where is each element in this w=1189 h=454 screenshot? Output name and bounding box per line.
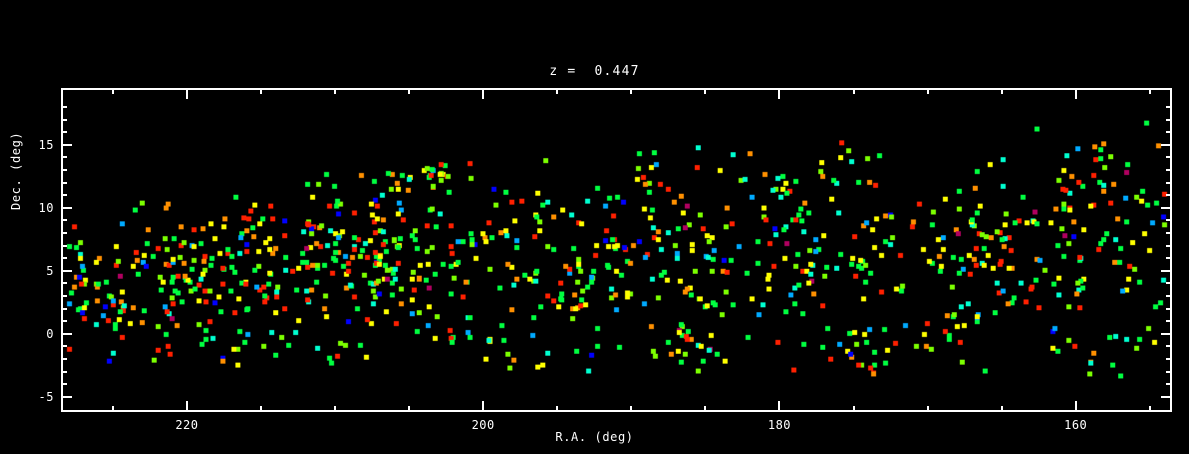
x-tick-minor bbox=[111, 406, 114, 412]
x-tick-minor-top bbox=[704, 88, 707, 94]
y-tick-minor bbox=[61, 282, 67, 285]
y-tick-minor bbox=[61, 295, 67, 297]
y-tick-label: 10 bbox=[38, 200, 54, 215]
y-tick-minor bbox=[61, 257, 67, 260]
y-tick-minor bbox=[61, 244, 67, 247]
y-tick-minor-right bbox=[1166, 370, 1172, 373]
x-tick-major-top bbox=[482, 88, 485, 99]
y-axis-label: Dec. (deg) bbox=[9, 131, 23, 210]
x-tick-major-top bbox=[1074, 88, 1077, 99]
y-tick-minor bbox=[61, 358, 67, 361]
y-tick-major bbox=[61, 269, 72, 272]
y-tick-minor bbox=[61, 231, 67, 234]
x-tick-major bbox=[185, 401, 188, 412]
y-tick-label: 5 bbox=[46, 263, 54, 278]
y-tick-minor-right bbox=[1166, 345, 1172, 348]
y-tick-label: 15 bbox=[38, 137, 54, 152]
y-tick-major-right bbox=[1161, 206, 1172, 209]
y-tick-minor-right bbox=[1166, 105, 1172, 108]
x-tick-minor-top bbox=[630, 88, 633, 94]
y-tick-minor bbox=[61, 168, 67, 171]
y-tick-minor-right bbox=[1166, 181, 1172, 184]
x-tick-minor bbox=[926, 406, 929, 412]
x-tick-major bbox=[1074, 401, 1077, 412]
x-tick-major bbox=[778, 401, 781, 412]
y-tick-major bbox=[61, 143, 72, 146]
y-tick-minor-right bbox=[1166, 194, 1172, 197]
y-tick-minor bbox=[61, 156, 67, 159]
y-tick-minor bbox=[61, 105, 67, 108]
plot-title: z = 0.447 bbox=[549, 64, 640, 79]
x-tick-minor-top bbox=[1000, 88, 1003, 94]
y-tick-minor bbox=[61, 370, 67, 373]
x-tick-minor bbox=[334, 406, 337, 412]
x-tick-minor bbox=[630, 406, 633, 412]
y-tick-minor-right bbox=[1166, 295, 1172, 297]
y-tick-minor bbox=[61, 219, 67, 222]
x-tick-major-top bbox=[185, 88, 188, 99]
x-tick-minor-top bbox=[111, 88, 114, 94]
x-tick-minor-top bbox=[334, 88, 337, 94]
x-axis-label: R.A. (deg) bbox=[555, 430, 634, 444]
y-tick-minor-right bbox=[1166, 156, 1172, 159]
x-tick-minor-top bbox=[1148, 88, 1151, 94]
y-tick-minor-right bbox=[1166, 257, 1172, 260]
y-tick-minor-right bbox=[1166, 358, 1172, 361]
x-tick-major bbox=[482, 401, 485, 412]
y-tick-minor-right bbox=[1166, 118, 1172, 121]
y-tick-major bbox=[61, 332, 72, 335]
x-tick-label: 180 bbox=[767, 418, 792, 432]
x-tick-minor-top bbox=[926, 88, 929, 94]
y-tick-minor-right bbox=[1166, 307, 1172, 310]
y-tick-major bbox=[61, 206, 72, 209]
x-tick-minor bbox=[408, 406, 411, 412]
x-tick-minor-top bbox=[852, 88, 855, 94]
y-tick-minor bbox=[61, 131, 67, 134]
y-tick-minor-right bbox=[1166, 244, 1172, 247]
y-tick-minor-right bbox=[1166, 282, 1172, 285]
y-tick-major-right bbox=[1161, 143, 1172, 146]
y-tick-major bbox=[61, 395, 72, 398]
x-tick-minor-top bbox=[556, 88, 559, 94]
x-tick-major-top bbox=[778, 88, 781, 99]
x-tick-minor bbox=[1148, 406, 1151, 412]
y-tick-minor-right bbox=[1166, 131, 1172, 134]
y-tick-minor-right bbox=[1166, 168, 1172, 171]
x-tick-minor bbox=[704, 406, 707, 412]
scatter-data-layer bbox=[63, 90, 1170, 410]
plot-frame bbox=[61, 88, 1172, 412]
y-tick-label: 0 bbox=[46, 326, 54, 341]
y-tick-minor bbox=[61, 118, 67, 121]
x-tick-minor-top bbox=[259, 88, 262, 94]
x-tick-label: 200 bbox=[471, 418, 495, 432]
y-tick-minor-right bbox=[1166, 231, 1172, 234]
x-tick-minor bbox=[852, 406, 855, 412]
y-tick-major-right bbox=[1161, 332, 1172, 335]
x-tick-minor bbox=[556, 406, 559, 412]
y-tick-minor-right bbox=[1166, 383, 1172, 386]
x-tick-minor bbox=[1000, 406, 1003, 412]
x-tick-minor-top bbox=[408, 88, 411, 94]
y-tick-minor bbox=[61, 194, 67, 197]
y-tick-minor bbox=[61, 383, 67, 386]
y-tick-minor bbox=[61, 307, 67, 310]
y-tick-major-right bbox=[1161, 269, 1172, 272]
y-tick-label: -5 bbox=[38, 389, 54, 404]
y-tick-minor-right bbox=[1166, 320, 1172, 323]
y-tick-major-right bbox=[1161, 395, 1172, 398]
x-tick-label: 220 bbox=[175, 418, 199, 432]
y-tick-minor bbox=[61, 320, 67, 323]
x-tick-minor bbox=[259, 406, 262, 412]
y-tick-minor bbox=[61, 345, 67, 348]
y-tick-minor bbox=[61, 181, 67, 184]
y-tick-minor-right bbox=[1166, 219, 1172, 222]
x-tick-label: 160 bbox=[1064, 418, 1088, 432]
